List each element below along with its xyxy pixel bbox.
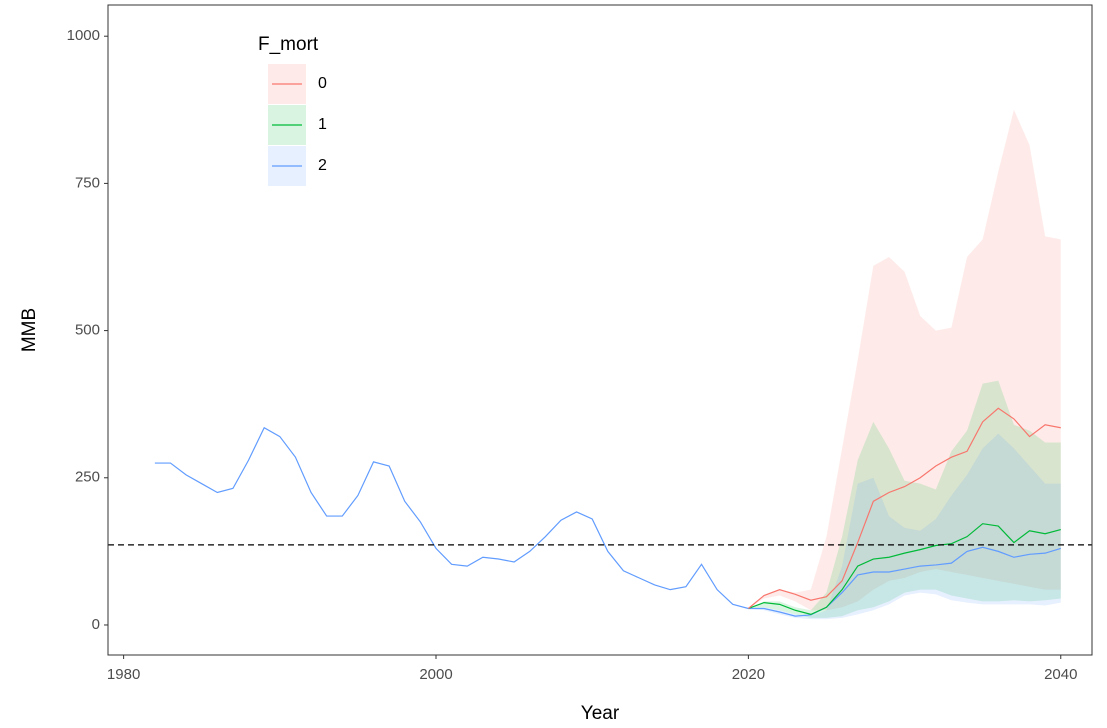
ribbon [748, 433, 1061, 620]
legend-label: 2 [318, 157, 327, 174]
y-tick-label: 250 [75, 469, 100, 486]
ribbon [748, 109, 1061, 611]
y-tick-label: 0 [92, 616, 100, 633]
x-axis-title: Year [581, 703, 620, 724]
x-tick-label: 2020 [732, 666, 765, 683]
x-tick-label: 2000 [419, 666, 452, 683]
ribbon [748, 380, 1061, 618]
y-tick-label: 1000 [67, 27, 100, 44]
panel-border [107, 4, 1093, 656]
line [747, 407, 1061, 609]
y-tick-label: 500 [75, 322, 100, 339]
x-tick-label: 1980 [107, 666, 140, 683]
x-tick-label: 2040 [1044, 666, 1077, 683]
line [154, 426, 1061, 617]
legend-label: 0 [318, 75, 327, 92]
legend-title: F_mort [258, 34, 319, 55]
legend-label: 1 [318, 116, 327, 133]
y-axis-title: MMB [19, 308, 40, 352]
y-tick-label: 750 [75, 174, 100, 191]
line [748, 523, 1061, 616]
